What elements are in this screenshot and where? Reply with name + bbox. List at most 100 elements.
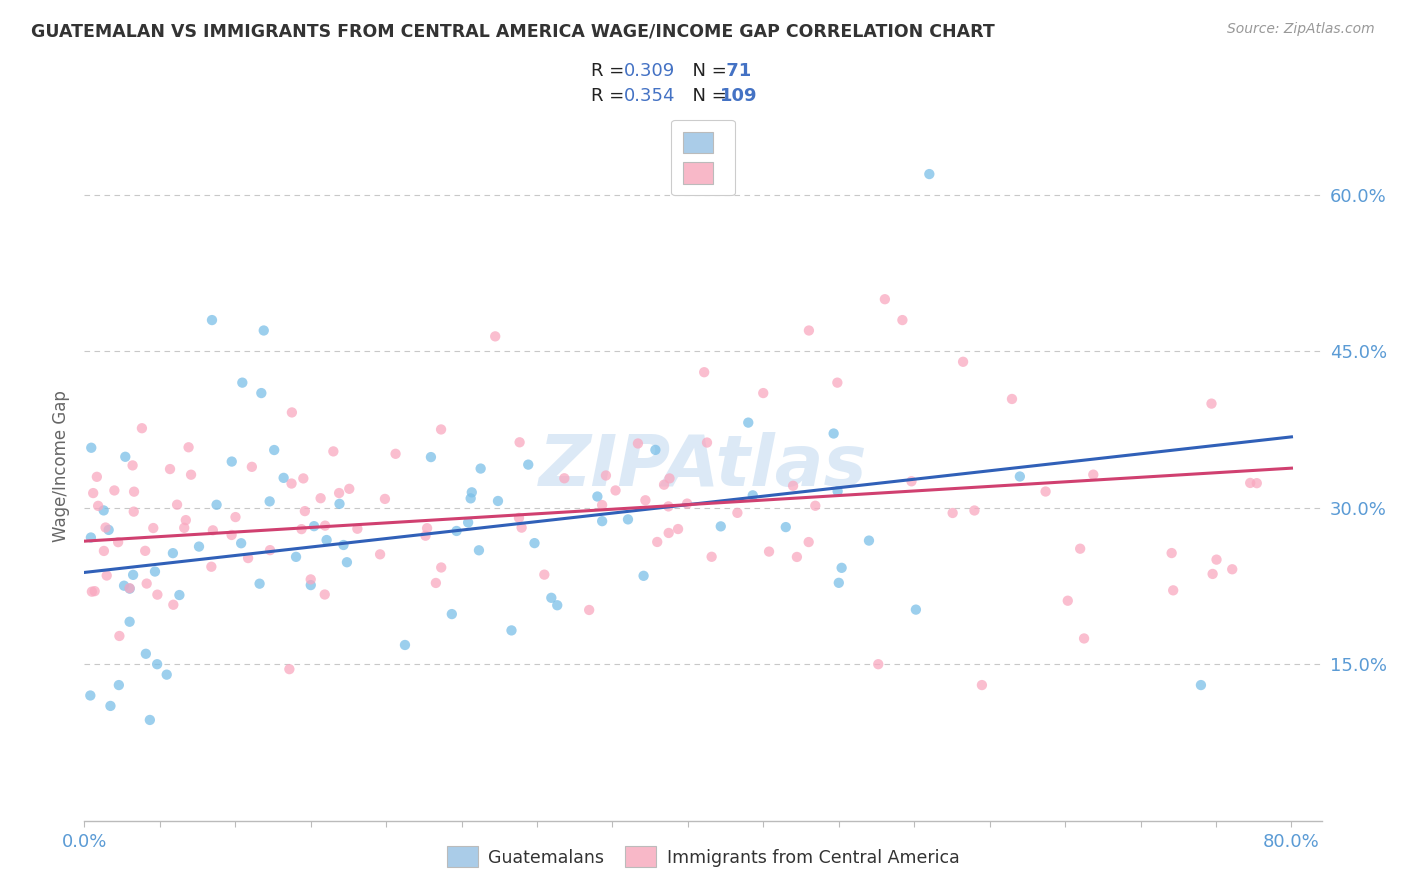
- Point: [797, 324, 820, 338]
- Point: [509, 435, 531, 450]
- Point: [823, 426, 845, 441]
- Point: [166, 498, 188, 512]
- Point: [122, 505, 145, 519]
- Point: [1069, 541, 1091, 556]
- Point: [633, 569, 655, 583]
- Point: [586, 490, 609, 504]
- Point: [82, 486, 104, 500]
- Point: [1201, 566, 1223, 581]
- Point: [782, 479, 804, 493]
- Text: N =: N =: [681, 87, 733, 105]
- Point: [135, 576, 157, 591]
- Point: [221, 528, 243, 542]
- Point: [510, 521, 533, 535]
- Point: [156, 667, 179, 681]
- Point: [337, 482, 360, 496]
- Point: [1246, 476, 1268, 491]
- Point: [236, 551, 259, 566]
- Point: [299, 573, 322, 587]
- Point: [942, 506, 965, 520]
- Point: [336, 555, 359, 569]
- Point: [1001, 392, 1024, 406]
- Point: [108, 629, 131, 643]
- Point: [285, 549, 308, 564]
- Point: [159, 462, 181, 476]
- Text: GUATEMALAN VS IMMIGRANTS FROM CENTRAL AMERICA WAGE/INCOME GAP CORRELATION CHART: GUATEMALAN VS IMMIGRANTS FROM CENTRAL AM…: [31, 22, 994, 40]
- Point: [122, 484, 145, 499]
- Point: [134, 544, 156, 558]
- Point: [1056, 593, 1078, 607]
- Point: [131, 421, 153, 435]
- Point: [121, 458, 143, 473]
- Point: [446, 524, 468, 538]
- Point: [533, 567, 555, 582]
- Point: [415, 529, 437, 543]
- Point: [328, 486, 350, 500]
- Point: [1220, 562, 1243, 576]
- Point: [315, 533, 337, 547]
- Point: [416, 521, 439, 535]
- Point: [173, 521, 195, 535]
- Point: [188, 540, 211, 554]
- Point: [290, 522, 312, 536]
- Point: [96, 568, 118, 582]
- Legend: Guatemalans, Immigrants from Central America: Guatemalans, Immigrants from Central Ame…: [440, 839, 966, 874]
- Point: [693, 365, 716, 379]
- Point: [658, 525, 681, 540]
- Point: [873, 292, 896, 306]
- Point: [259, 543, 281, 558]
- Point: [139, 713, 162, 727]
- Point: [425, 576, 447, 591]
- Point: [135, 647, 157, 661]
- Point: [118, 615, 141, 629]
- Point: [332, 538, 354, 552]
- Point: [142, 521, 165, 535]
- Point: [83, 584, 105, 599]
- Point: [591, 498, 613, 512]
- Point: [775, 520, 797, 534]
- Legend: , : ,: [671, 120, 735, 195]
- Point: [231, 376, 253, 390]
- Point: [440, 607, 463, 621]
- Point: [486, 494, 509, 508]
- Point: [107, 535, 129, 549]
- Point: [970, 678, 993, 692]
- Point: [201, 524, 224, 538]
- Point: [118, 582, 141, 596]
- Point: [322, 444, 344, 458]
- Point: [103, 483, 125, 498]
- Point: [299, 578, 322, 592]
- Point: [460, 491, 482, 506]
- Point: [384, 447, 406, 461]
- Point: [786, 549, 808, 564]
- Point: [1035, 484, 1057, 499]
- Point: [797, 535, 820, 549]
- Point: [700, 549, 723, 564]
- Point: [918, 167, 941, 181]
- Point: [1008, 469, 1031, 483]
- Point: [80, 531, 103, 545]
- Point: [1205, 552, 1227, 566]
- Point: [146, 588, 169, 602]
- Point: [952, 355, 974, 369]
- Point: [100, 698, 122, 713]
- Point: [553, 471, 575, 485]
- Text: R =: R =: [591, 62, 630, 80]
- Point: [752, 386, 775, 401]
- Point: [827, 376, 849, 390]
- Point: [430, 422, 453, 436]
- Point: [644, 442, 666, 457]
- Point: [122, 567, 145, 582]
- Point: [710, 519, 733, 533]
- Point: [93, 503, 115, 517]
- Point: [259, 494, 281, 508]
- Point: [1201, 396, 1223, 410]
- Point: [177, 440, 200, 454]
- Point: [280, 476, 302, 491]
- Point: [162, 598, 184, 612]
- Point: [737, 416, 759, 430]
- Point: [858, 533, 880, 548]
- Point: [200, 559, 222, 574]
- Text: R =: R =: [591, 87, 630, 105]
- Point: [963, 503, 986, 517]
